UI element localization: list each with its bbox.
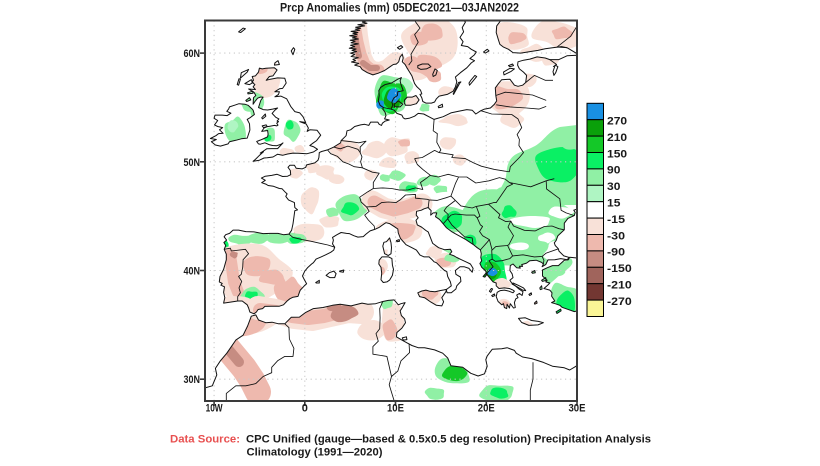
svg-text:10W: 10W <box>206 403 223 415</box>
svg-text:-15: -15 <box>607 214 625 226</box>
svg-text:50N: 50N <box>184 157 201 169</box>
svg-text:-210: -210 <box>607 280 632 292</box>
svg-text:270: 270 <box>607 116 627 128</box>
svg-text:30N: 30N <box>184 374 201 386</box>
svg-text:60N: 60N <box>184 48 201 60</box>
svg-text:150: 150 <box>607 148 627 160</box>
svg-text:Climatology (1991—2020): Climatology (1991—2020) <box>247 447 383 459</box>
svg-text:-90: -90 <box>607 247 625 259</box>
svg-text:-270: -270 <box>607 296 632 308</box>
svg-text:Data Source:: Data Source: <box>170 434 240 446</box>
svg-text:30E: 30E <box>569 403 586 415</box>
svg-text:-150: -150 <box>607 263 632 275</box>
svg-text:15: 15 <box>607 198 620 210</box>
svg-text:210: 210 <box>607 132 627 144</box>
svg-text:-30: -30 <box>607 230 625 242</box>
svg-text:CPC Unified (gauge—based & 0.5: CPC Unified (gauge—based & 0.5x0.5 deg r… <box>246 434 651 446</box>
svg-text:30: 30 <box>607 181 620 193</box>
svg-text:20E: 20E <box>478 403 495 415</box>
svg-text:Prcp Anomalies (mm) 05DEC2021—: Prcp Anomalies (mm) 05DEC2021—03JAN2022 <box>280 1 519 15</box>
svg-text:0: 0 <box>302 403 308 415</box>
svg-text:40N: 40N <box>184 266 201 278</box>
svg-text:10E: 10E <box>387 403 404 415</box>
svg-text:90: 90 <box>607 165 620 177</box>
